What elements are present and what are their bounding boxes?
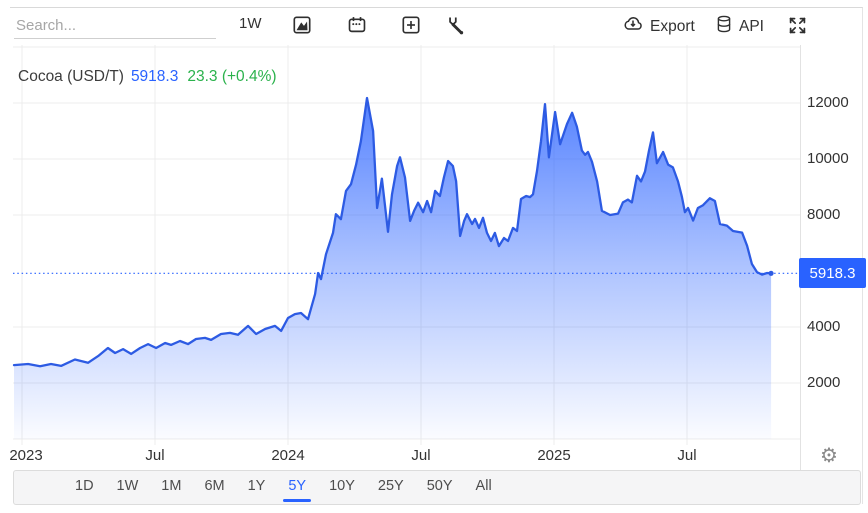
- x-tick-label: 2025: [537, 447, 571, 464]
- range-50y[interactable]: 50Y: [424, 476, 456, 500]
- tools-button[interactable]: [445, 13, 469, 37]
- y-tick-label: 4000: [807, 318, 841, 335]
- y-tick-label: 10000: [807, 150, 849, 167]
- export-button[interactable]: Export: [621, 13, 695, 40]
- y-tick-label: 8000: [807, 206, 841, 223]
- api-button[interactable]: API: [714, 13, 764, 40]
- export-label: Export: [650, 17, 695, 35]
- y-tick-label: 2000: [807, 374, 841, 391]
- settings-button[interactable]: ⚙: [816, 443, 842, 469]
- api-label: API: [739, 17, 764, 35]
- cloud-download-icon: [621, 13, 645, 40]
- range-25y[interactable]: 25Y: [375, 476, 407, 500]
- range-10y[interactable]: 10Y: [326, 476, 358, 500]
- x-tick-label: 2023: [9, 447, 43, 464]
- current-price-badge: 5918.3: [799, 258, 866, 289]
- price-line: [12, 96, 773, 368]
- range-5y[interactable]: 5Y: [283, 476, 311, 502]
- symbol-name: Cocoa (USD/T): [18, 68, 124, 85]
- x-tick-label: Jul: [145, 447, 165, 464]
- last-point-marker: [768, 270, 774, 276]
- range-6m[interactable]: 6M: [201, 476, 227, 500]
- expand-icon: [786, 14, 810, 37]
- area-chart-icon: [291, 14, 315, 36]
- add-indicator-button[interactable]: [400, 13, 424, 37]
- range-1w[interactable]: 1W: [114, 476, 142, 500]
- area-fill: [14, 98, 772, 439]
- fullscreen-button[interactable]: [786, 13, 810, 37]
- x-tick-label: 2024: [271, 447, 305, 464]
- range-1y[interactable]: 1Y: [245, 476, 269, 500]
- plus-square-icon: [400, 14, 424, 36]
- chart-legend: Cocoa (USD/T) 5918.3 23.3 (+0.4%): [18, 68, 277, 86]
- gear-icon: ⚙: [820, 445, 838, 467]
- range-1m[interactable]: 1M: [158, 476, 184, 500]
- chart-type-button[interactable]: [291, 13, 315, 37]
- range-all[interactable]: All: [473, 476, 495, 500]
- calendar-icon: [346, 14, 370, 36]
- date-range-button[interactable]: [346, 13, 370, 37]
- search-input[interactable]: [14, 12, 216, 39]
- interval-select[interactable]: 1W: [239, 15, 262, 32]
- database-icon: [714, 13, 734, 40]
- wrench-icon: [445, 14, 469, 36]
- x-tick-label: Jul: [411, 447, 431, 464]
- range-1d[interactable]: 1D: [72, 476, 97, 500]
- more-menu-button[interactable]: [829, 14, 845, 38]
- last-price: 5918.3: [130, 68, 179, 85]
- price-change: 23.3 (+0.4%): [187, 68, 277, 85]
- y-tick-label: 12000: [807, 94, 849, 111]
- x-tick-label: Jul: [677, 447, 697, 464]
- range-selector-bar: 1D 1W 1M 6M 1Y 5Y 10Y 25Y 50Y All: [13, 470, 861, 505]
